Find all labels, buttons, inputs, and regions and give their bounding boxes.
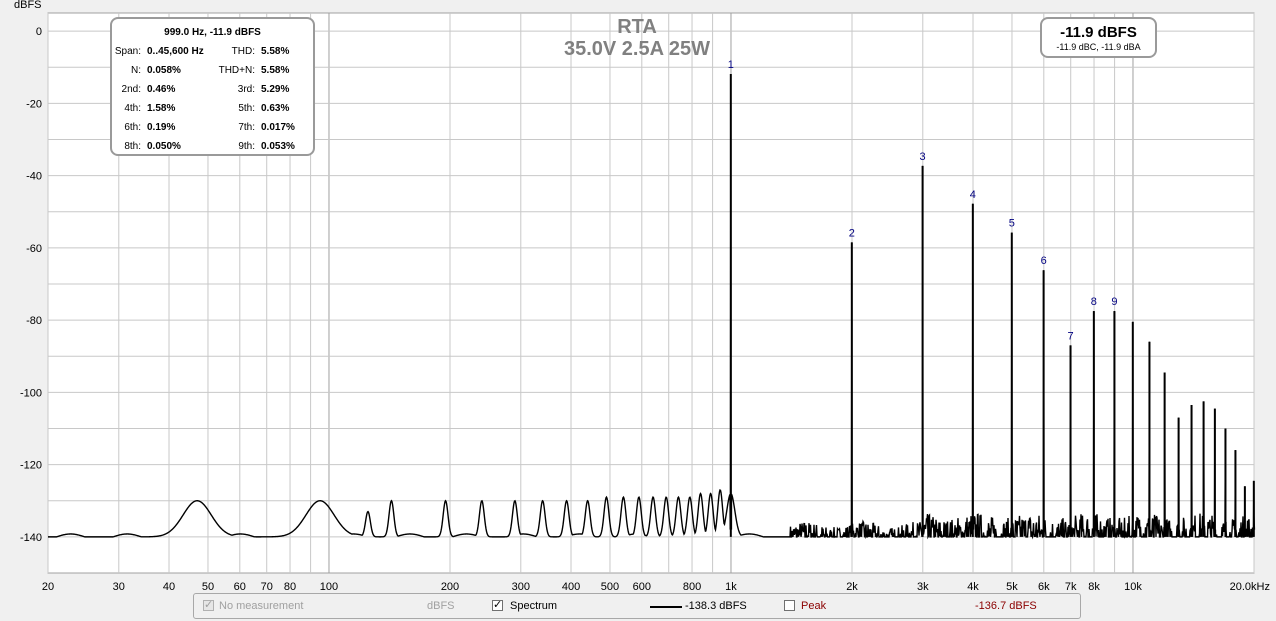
info-value: 0..45,600 Hz bbox=[147, 46, 204, 57]
info-value: 0.053% bbox=[261, 141, 295, 152]
info-value: 5.29% bbox=[261, 84, 290, 95]
x-tick-label: 400 bbox=[562, 581, 580, 590]
y-tick-label: -80 bbox=[26, 315, 42, 327]
info-value: 0.46% bbox=[147, 84, 176, 95]
harmonic-label: 4 bbox=[970, 189, 976, 201]
peak-value: -136.7 dBFS bbox=[975, 600, 1037, 612]
x-tick-label: 40 bbox=[163, 581, 175, 590]
harmonic-label: 3 bbox=[920, 151, 926, 163]
info-label: 8th: bbox=[124, 141, 141, 152]
x-tick-label: 20 bbox=[42, 581, 54, 590]
info-label: 5th: bbox=[238, 103, 255, 114]
x-tick-label: 300 bbox=[512, 581, 530, 590]
no-measurement-checkbox[interactable]: ✓ bbox=[203, 599, 214, 611]
x-tick-label: 2k bbox=[846, 581, 858, 590]
harmonic-label: 8 bbox=[1091, 296, 1097, 308]
x-tick-label: 60 bbox=[234, 581, 246, 590]
info-value: 0.63% bbox=[261, 103, 290, 114]
spectrum-label[interactable]: Spectrum bbox=[510, 600, 558, 612]
harmonic-labels: 1 2 3 4 5 6 7 8 9 bbox=[728, 59, 1118, 342]
peak-level-value: -11.9 dBFS bbox=[1060, 24, 1137, 41]
y-tick-label: -140 bbox=[20, 532, 42, 544]
spectrum-checkbox[interactable]: ✓ bbox=[492, 599, 503, 611]
spectrum-line-swatch bbox=[650, 606, 682, 608]
x-tick-label: 1k bbox=[725, 581, 737, 590]
info-label: 9th: bbox=[238, 141, 255, 152]
info-value: 1.58% bbox=[147, 103, 176, 114]
legend-bar: ✓ No measurement dBFS ✓ Spectrum -138.3 … bbox=[193, 593, 1081, 619]
peak-level-box[interactable]: -11.9 dBFS -11.9 dBC, -11.9 dBA bbox=[1040, 17, 1157, 58]
x-tick-label: 8k bbox=[1088, 581, 1100, 590]
info-label: 4th: bbox=[124, 103, 141, 114]
info-label: 7th: bbox=[238, 122, 255, 133]
info-row: 2nd: 0.46% 3rd: 5.29% bbox=[112, 84, 313, 98]
info-label: THD+N: bbox=[218, 65, 255, 76]
harmonic-label: 6 bbox=[1041, 255, 1047, 267]
x-tick-label: 200 bbox=[441, 581, 459, 590]
y-tick-label: 0 bbox=[36, 26, 42, 38]
x-tick-label: 70 bbox=[261, 581, 273, 590]
no-measurement-unit: dBFS bbox=[427, 600, 455, 612]
axes: 0 -20 -40 -60 -80 -100 -120 -140 20 30 40 50 60 70 80 1… bbox=[20, 26, 1270, 590]
spectrum-line bbox=[48, 74, 1256, 540]
info-value: 0.19% bbox=[147, 122, 176, 133]
info-label: 6th: bbox=[124, 122, 141, 133]
info-label: 3rd: bbox=[237, 84, 255, 95]
x-tick-label: 4k bbox=[967, 581, 979, 590]
y-tick-label: -60 bbox=[26, 243, 42, 255]
y-tick-label: -120 bbox=[20, 460, 42, 472]
harmonic-label: 1 bbox=[728, 59, 734, 71]
peak-checkbox[interactable] bbox=[784, 600, 795, 611]
y-tick-label: -40 bbox=[26, 171, 42, 183]
harmonic-label: 9 bbox=[1111, 296, 1117, 308]
info-row: 8th: 0.050% 9th: 0.053% bbox=[112, 141, 313, 155]
x-tick-label: 3k bbox=[917, 581, 929, 590]
info-box-header: 999.0 Hz, -11.9 dBFS bbox=[164, 27, 261, 38]
spectrum-trace bbox=[48, 74, 1256, 540]
peak-label[interactable]: Peak bbox=[801, 600, 827, 612]
x-tick-label: 600 bbox=[633, 581, 651, 590]
info-label: N: bbox=[131, 65, 141, 76]
chart-title: RTA bbox=[617, 16, 657, 38]
chart-subtitle: 35.0V 2.5A 25W bbox=[564, 38, 710, 60]
y-axis-label: dBFS bbox=[14, 0, 42, 11]
info-value: 0.017% bbox=[261, 122, 295, 133]
y-tick-label: -100 bbox=[20, 387, 42, 399]
info-value: 5.58% bbox=[261, 65, 290, 76]
x-tick-label: 5k bbox=[1006, 581, 1018, 590]
x-tick-label: 6k bbox=[1038, 581, 1050, 590]
info-row: Span: 0..45,600 Hz THD: 5.58% bbox=[112, 46, 313, 60]
harmonic-label: 2 bbox=[849, 227, 855, 239]
info-value: 0.058% bbox=[147, 65, 181, 76]
peak-level-weighted: -11.9 dBC, -11.9 dBA bbox=[1056, 42, 1141, 52]
info-row: 6th: 0.19% 7th: 0.017% bbox=[112, 122, 313, 136]
harmonic-label: 5 bbox=[1009, 218, 1015, 230]
x-tick-label: 80 bbox=[284, 581, 296, 590]
info-label: Span: bbox=[114, 46, 141, 57]
info-label: THD: bbox=[231, 46, 255, 57]
info-row: 4th: 1.58% 5th: 0.63% bbox=[112, 103, 313, 117]
x-tick-label: 30 bbox=[113, 581, 125, 590]
x-tick-label: 20.0kHz bbox=[1230, 581, 1270, 590]
x-tick-label: 800 bbox=[683, 581, 701, 590]
measurement-info-box[interactable]: 999.0 Hz, -11.9 dBFS Span: 0..45,600 Hz TH… bbox=[110, 17, 315, 156]
info-value: 0.050% bbox=[147, 141, 181, 152]
x-tick-label: 50 bbox=[202, 581, 214, 590]
info-value: 5.58% bbox=[261, 46, 290, 57]
y-tick-label: -20 bbox=[26, 98, 42, 110]
info-row: N: 0.058% THD+N: 5.58% bbox=[112, 65, 313, 79]
info-label: 2nd: bbox=[121, 84, 141, 95]
x-tick-label: 10k bbox=[1124, 581, 1142, 590]
x-tick-label: 500 bbox=[601, 581, 619, 590]
x-tick-label: 100 bbox=[320, 581, 338, 590]
harmonic-label: 7 bbox=[1067, 330, 1073, 342]
no-measurement-label: No measurement bbox=[219, 600, 304, 612]
x-tick-label: 7k bbox=[1065, 581, 1077, 590]
spectrum-value: -138.3 dBFS bbox=[685, 600, 747, 612]
